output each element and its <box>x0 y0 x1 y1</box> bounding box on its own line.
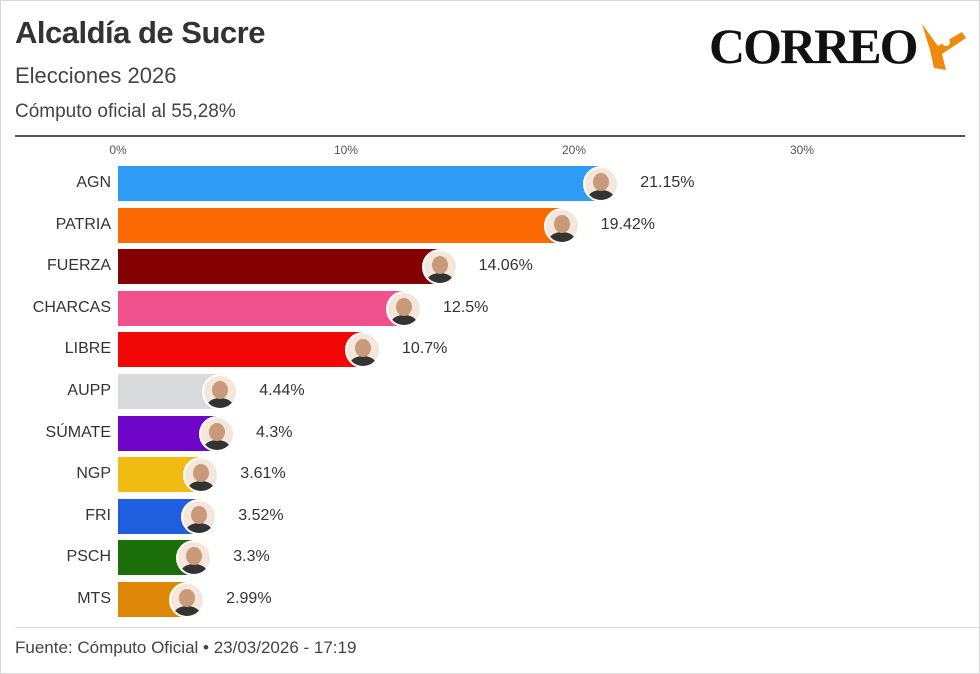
chart-subtitle: Elecciones 2026 <box>15 63 177 88</box>
value-label: 3.61% <box>240 465 286 483</box>
candidate-photo-icon <box>421 249 458 286</box>
category-label: PSCH <box>66 548 111 566</box>
footer-divider <box>15 627 979 628</box>
candidate-photo-icon <box>199 415 236 452</box>
category-label: LIBRE <box>64 340 111 358</box>
candidate-photo-icon <box>583 166 620 202</box>
axis-tick-label: 30% <box>789 143 815 157</box>
category-label: AGN <box>76 174 111 191</box>
bar-charcas <box>118 290 403 326</box>
value-label: 21.15% <box>640 174 695 191</box>
category-label: FUERZA <box>47 257 111 275</box>
candidate-photo-icon <box>344 332 381 369</box>
category-label: FRI <box>85 506 111 524</box>
bar-fuerza <box>118 249 439 285</box>
category-label: CHARCAS <box>32 298 111 316</box>
category-label: NGP <box>76 465 111 483</box>
bar-agn <box>118 166 601 201</box>
category-label: MTS <box>77 590 111 607</box>
logo-figure-icon <box>922 24 967 70</box>
candidate-photo-icon <box>543 207 580 244</box>
value-label: 3.52% <box>238 506 284 524</box>
candidate-photo-icon <box>386 290 422 327</box>
category-label: SÚMATE <box>45 423 111 441</box>
axis-tick-label: 10% <box>333 143 359 157</box>
source-note: Fuente: Cómputo Oficial • 23/03/2026 - 1… <box>15 638 357 657</box>
category-label: PATRIA <box>55 215 111 233</box>
bar-chart: 0% 10% 20% 30% AGN 21.15% PATRIA 19.42% FUERZA 14… <box>1 1 979 621</box>
bar-patria <box>118 207 561 243</box>
axis-tick-label: 20% <box>561 143 587 157</box>
value-label: 19.42% <box>600 215 656 233</box>
candidate-photo-icon <box>176 540 213 577</box>
value-label: 10.7% <box>401 340 448 358</box>
value-label: 4.3% <box>256 423 293 441</box>
correo-logo: CORREO <box>709 17 968 75</box>
value-label: 12.5% <box>443 298 489 316</box>
candidate-photo-icon <box>181 498 218 535</box>
value-label: 3.3% <box>233 548 270 566</box>
axis-tick-label: 0% <box>109 143 127 157</box>
candidate-photo-icon <box>183 457 220 494</box>
category-label: AUPP <box>67 382 111 399</box>
header-divider <box>15 135 965 137</box>
logo-text: CORREO <box>709 18 918 74</box>
chart-title: Alcaldía de Sucre <box>15 15 265 50</box>
candidate-photo-icon <box>202 374 239 410</box>
bar-libre <box>118 332 362 368</box>
value-label: 4.44% <box>259 382 305 399</box>
value-label: 2.99% <box>226 590 272 607</box>
count-note: Cómputo oficial al 55,28% <box>15 101 236 122</box>
candidate-photo-icon <box>169 582 206 618</box>
value-label: 14.06% <box>478 257 533 275</box>
